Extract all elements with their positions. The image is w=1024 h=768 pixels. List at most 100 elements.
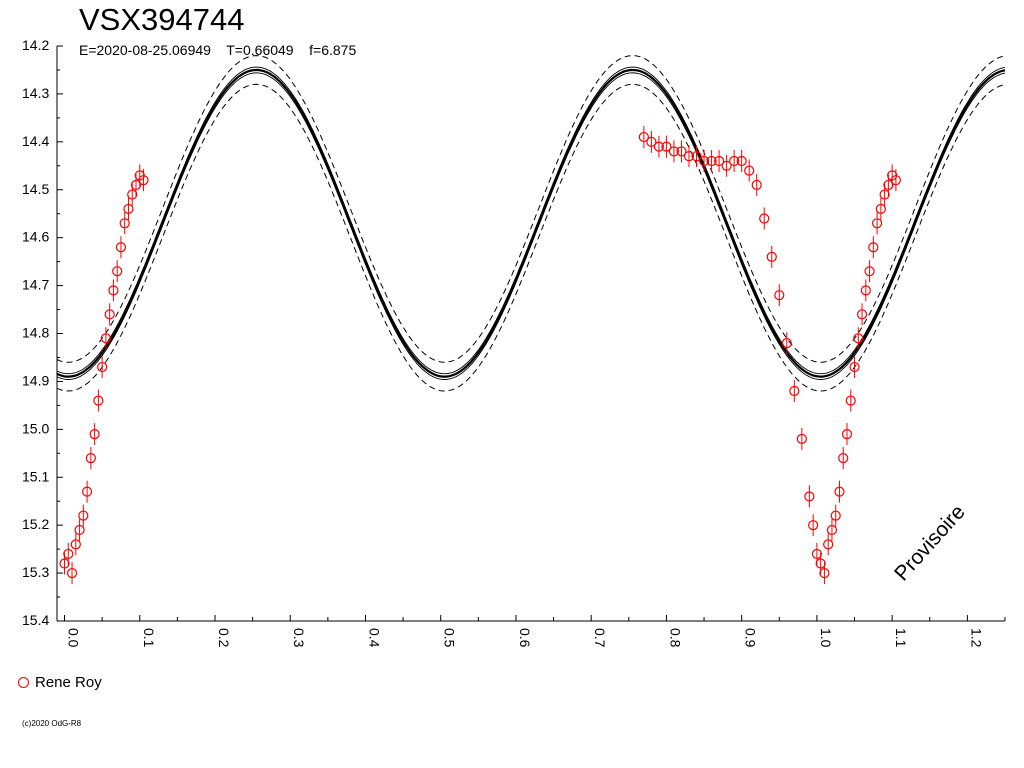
data-point [871, 218, 883, 229]
data-point [59, 558, 70, 569]
data-point [123, 203, 134, 215]
data-point [751, 179, 762, 191]
data-point [653, 141, 665, 152]
y-tick-label: 15.2 [22, 516, 49, 532]
data-point [736, 155, 747, 167]
data-point [838, 452, 849, 464]
data-point [729, 155, 740, 167]
x-tick-label: 0.9 [743, 628, 759, 648]
data-point [721, 160, 732, 171]
data-point [668, 146, 680, 157]
data-points [59, 126, 902, 585]
data-point [138, 175, 149, 186]
data-point [698, 155, 710, 167]
data-point [875, 203, 886, 215]
data-point [811, 548, 823, 560]
data-point [879, 189, 890, 200]
data-point [819, 567, 830, 579]
y-tick-label: 15.4 [22, 612, 49, 628]
data-point [864, 266, 875, 277]
data-point [85, 452, 96, 464]
x-tick-label: 1.0 [818, 628, 834, 648]
y-tick-label: 14.6 [22, 229, 49, 245]
data-point [89, 429, 100, 440]
data-point [638, 131, 649, 143]
x-tick-label: 0.4 [366, 628, 382, 648]
data-point [856, 309, 868, 320]
data-point [815, 558, 826, 569]
data-point [108, 285, 119, 296]
x-tick-label: 0.2 [216, 628, 232, 648]
data-point [808, 520, 819, 531]
fit-curve-inner [56, 72, 1006, 380]
data-point [127, 189, 138, 200]
legend-label: Rene Roy [35, 674, 102, 691]
data-point [826, 524, 838, 536]
fit-curves [56, 55, 1006, 392]
data-point [74, 524, 85, 536]
y-tick-label: 14.8 [22, 325, 49, 341]
data-point [70, 539, 81, 550]
chart-subtitle: E=2020-08-25.06949 T=0.66049 f=6.875 [79, 42, 357, 58]
data-point [868, 242, 879, 253]
x-tick-label: 0.3 [291, 628, 307, 648]
data-point [676, 146, 687, 157]
fit-curve-inner [56, 66, 1006, 375]
data-point [883, 179, 894, 191]
data-point [796, 433, 807, 445]
data-point [112, 266, 123, 277]
x-tick-label: 1.1 [893, 628, 909, 648]
data-point [841, 429, 853, 440]
x-tick-label: 0.6 [517, 628, 533, 648]
chart-title: VSX394744 [79, 2, 245, 37]
legend-marker-icon [18, 677, 29, 688]
legend: Rene Roy [18, 674, 102, 691]
data-point [860, 285, 871, 296]
fit-curve-lower-bound [56, 83, 1006, 392]
data-point [115, 242, 127, 253]
data-point [97, 361, 108, 373]
data-point [63, 548, 74, 560]
data-point [661, 141, 672, 152]
data-point [706, 155, 717, 167]
x-tick-label: 1.2 [968, 628, 984, 648]
data-point [691, 151, 702, 162]
data-point [66, 567, 78, 579]
data-point [119, 218, 130, 229]
x-tick-label: 0.7 [592, 628, 608, 648]
data-point [845, 395, 856, 406]
data-point [823, 539, 834, 550]
y-tick-label: 14.5 [22, 181, 49, 197]
credit-text: (c)2020 OdG-R8 [22, 719, 82, 728]
data-point [853, 333, 864, 344]
data-point [849, 361, 860, 373]
x-tick-label: 0.5 [442, 628, 458, 648]
data-point [830, 510, 841, 521]
data-point [834, 486, 845, 497]
data-point [766, 251, 777, 262]
data-point [890, 175, 902, 186]
data-point [130, 179, 142, 191]
y-tick-label: 15.0 [22, 420, 49, 436]
data-point [81, 486, 93, 497]
axes: 14.2 14.3 14.4 14.5 14.6 14.7 14.8 14.9 15.0 15.1… [22, 37, 1006, 648]
data-point [683, 151, 695, 162]
y-tick-label: 14.7 [22, 277, 49, 293]
x-tick-label: 0.1 [141, 628, 157, 648]
data-point [789, 385, 800, 397]
data-point [774, 290, 785, 301]
data-point [759, 213, 770, 224]
x-tick-label: 0.0 [66, 628, 82, 648]
data-point [713, 155, 725, 167]
x-tick-label: 0.8 [667, 628, 683, 648]
y-tick-label: 14.2 [22, 37, 49, 53]
data-point [104, 309, 115, 320]
data-point [93, 395, 104, 406]
y-tick-label: 14.9 [22, 372, 49, 388]
data-point [781, 337, 792, 349]
y-tick-label: 14.4 [22, 133, 49, 149]
data-point [804, 491, 815, 502]
data-point [646, 136, 657, 147]
y-tick-label: 15.1 [22, 468, 49, 484]
